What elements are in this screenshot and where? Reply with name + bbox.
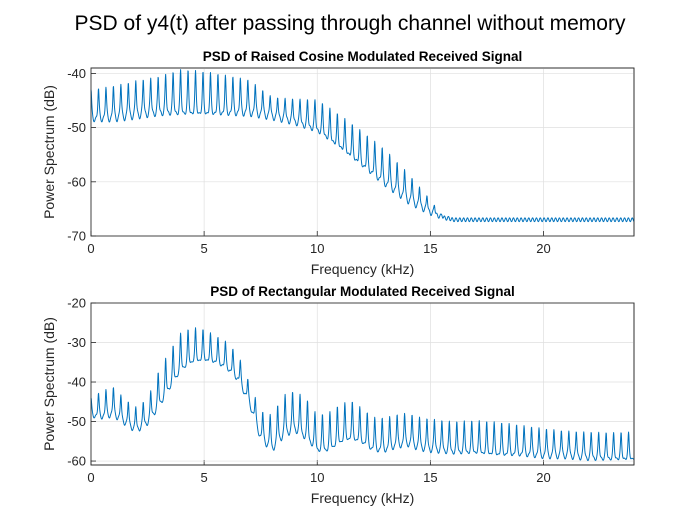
subplot-title: PSD of Raised Cosine Modulated Received … xyxy=(203,49,523,64)
plot-border xyxy=(90,302,635,466)
y-tick-label: -40 xyxy=(67,375,86,390)
x-tick-label: 5 xyxy=(201,470,208,485)
y-tick-label: -60 xyxy=(67,174,86,189)
figure-title: PSD of y4(t) after passing through chann… xyxy=(75,12,626,35)
subplot-rectangular: 0 5 10 15 20 -60 -50 -40 -30 -20 PSD of Rectangula… xyxy=(41,284,635,506)
x-tick-label: 5 xyxy=(201,241,208,256)
x-axis-label: Frequency (kHz) xyxy=(311,261,414,277)
subplot-raised-cosine: 0 5 10 15 20 -70 -60 -50 -40 PSD of Raised Cosine… xyxy=(41,49,635,277)
x-axis-label: Frequency (kHz) xyxy=(311,490,414,506)
plot-area xyxy=(90,302,635,466)
y-tick-label: -40 xyxy=(67,66,86,81)
y-tick-label: -20 xyxy=(67,296,86,311)
plot-border xyxy=(90,67,635,237)
y-axis-label: Power Spectrum (dB) xyxy=(41,317,57,451)
x-tick-label: 10 xyxy=(310,241,324,256)
x-tick-label: 15 xyxy=(423,470,437,485)
x-tick-label: 0 xyxy=(87,241,94,256)
y-tick-label: -30 xyxy=(67,335,86,350)
y-tick-label: -70 xyxy=(67,229,86,244)
subplot-title: PSD of Rectangular Modulated Received Si… xyxy=(210,284,515,299)
y-tick-label: -60 xyxy=(67,454,86,469)
y-axis-label: Power Spectrum (dB) xyxy=(41,85,57,219)
psd-line xyxy=(90,327,635,462)
y-tick-label: -50 xyxy=(67,120,86,135)
y-tick-label: -50 xyxy=(67,414,86,429)
x-tick-label: 10 xyxy=(310,470,324,485)
x-tick-label: 0 xyxy=(87,470,94,485)
psd-line xyxy=(90,69,635,223)
x-tick-label: 15 xyxy=(423,241,437,256)
x-tick-label: 20 xyxy=(536,470,550,485)
x-tick-label: 20 xyxy=(536,241,550,256)
